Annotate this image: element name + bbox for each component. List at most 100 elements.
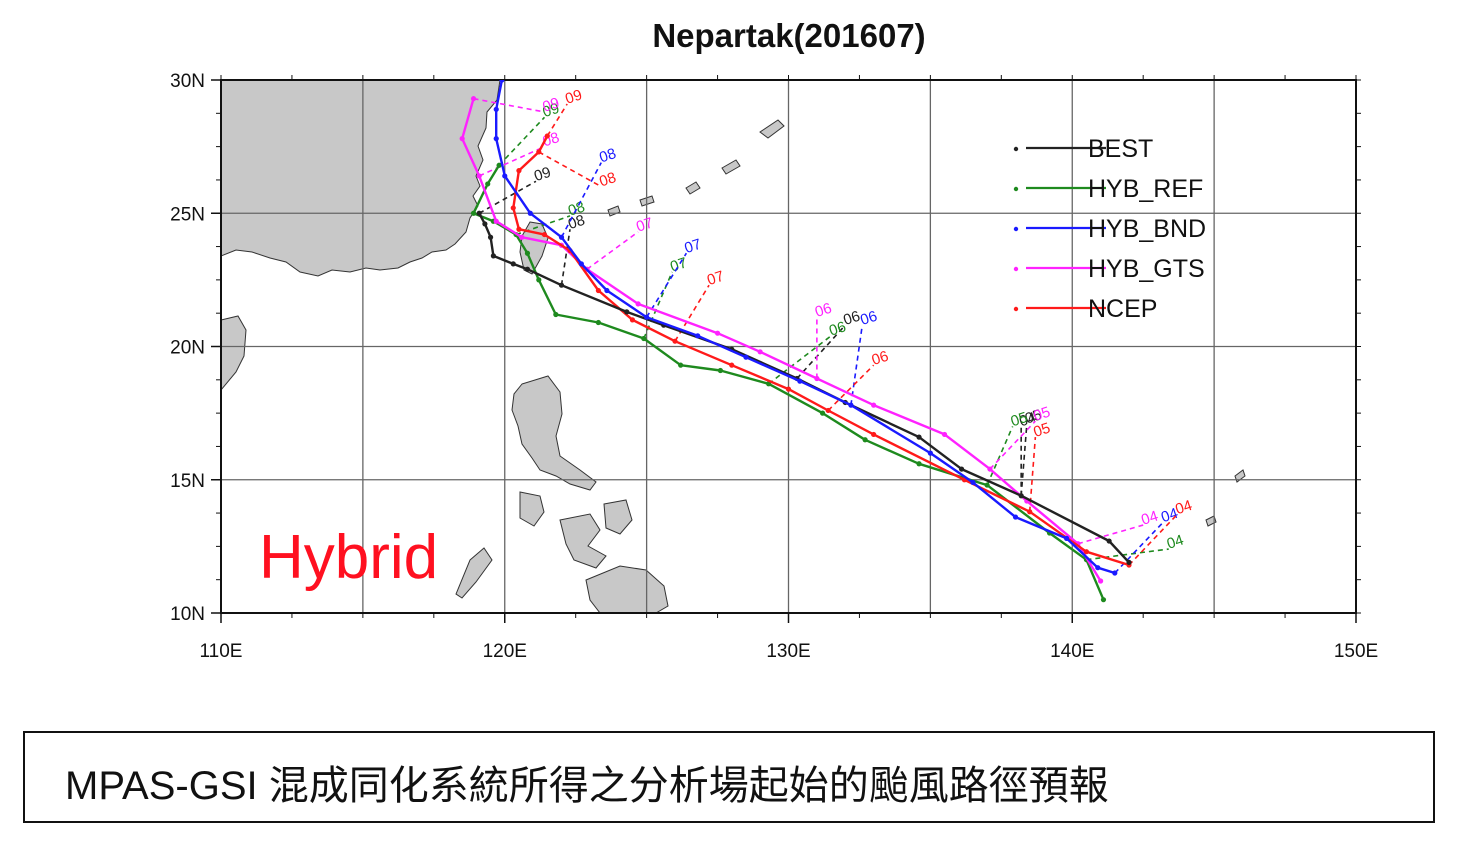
track-point	[502, 173, 508, 179]
x-tick-label: 140E	[1050, 641, 1094, 662]
legend-marker	[1013, 226, 1019, 232]
tracks	[459, 80, 1132, 603]
forecast-day-label: 04	[1017, 409, 1038, 430]
track-point	[927, 450, 933, 456]
track-point	[743, 354, 749, 360]
track-point	[871, 431, 877, 438]
track-point	[1100, 597, 1107, 603]
track-point	[958, 466, 965, 472]
track-point	[496, 162, 502, 168]
forecast-day-label: 06	[813, 300, 834, 321]
track-point	[635, 301, 641, 307]
forecast-day-label: 04	[1173, 497, 1194, 518]
track-point	[476, 173, 482, 179]
forecast-day-label: 04	[1159, 505, 1180, 526]
y-tick-label: 30N	[170, 71, 205, 92]
track-point	[1095, 565, 1101, 571]
forecast-connector	[538, 151, 602, 188]
track-point	[516, 226, 522, 232]
track-point	[785, 386, 792, 392]
track-point	[984, 482, 990, 488]
caption-text: MPAS-GSI 混成同化系統所得之分析場起始的颱風路徑預報	[65, 764, 1109, 808]
track-point	[558, 234, 565, 240]
track-point	[757, 349, 763, 355]
legend-label: HYB_BND	[1088, 215, 1206, 243]
forecast-day-label: 06	[858, 308, 879, 329]
forecast-connector	[1128, 513, 1178, 566]
forecast-connector	[827, 364, 875, 412]
track-point	[493, 106, 499, 112]
track-point	[476, 210, 482, 216]
track-point	[717, 367, 724, 374]
forecast-connector	[560, 229, 571, 286]
track-point	[519, 234, 525, 240]
forecast-day-label: 06	[870, 348, 891, 369]
axis-ticks: 110E 120E 130E 140E 150E 10N 15N 20N 25N 30N	[170, 71, 1378, 662]
forecast-connector	[850, 325, 864, 406]
forecast-connector	[473, 97, 545, 113]
legend-marker	[1013, 266, 1019, 272]
track-point	[916, 434, 922, 440]
track-point	[825, 407, 831, 414]
forecast-connector	[986, 426, 1014, 486]
forecast-day-label: 09	[532, 164, 553, 185]
x-tick-label: 150E	[1334, 641, 1378, 662]
legend-marker	[1013, 146, 1019, 152]
track-point	[1018, 493, 1024, 499]
forecast-day-label: 05	[1023, 406, 1044, 427]
track-point	[541, 231, 548, 238]
track-point	[1083, 549, 1090, 555]
track-point	[558, 282, 565, 288]
track-point	[695, 333, 701, 339]
land-mindanao	[585, 565, 669, 613]
track-point	[510, 261, 516, 267]
forecast-connector	[586, 231, 639, 270]
forecast-day-label: 09	[540, 100, 561, 121]
track-point	[1012, 514, 1019, 520]
legend-marker	[1013, 306, 1019, 312]
track-point	[470, 96, 477, 102]
land-samar	[603, 499, 633, 535]
legend-label: HYB_REF	[1088, 175, 1203, 203]
track-point	[624, 309, 630, 315]
land-china	[221, 80, 501, 277]
overlay-label: Hybrid	[259, 523, 438, 592]
track-point	[641, 335, 647, 342]
land-visayas	[559, 513, 607, 569]
track-point	[1106, 538, 1112, 544]
forecast-day-label: 07	[705, 268, 726, 289]
forecast-connector	[768, 335, 832, 385]
track-point	[970, 479, 976, 486]
forecast-day-label: 07	[634, 214, 655, 235]
track-point	[1027, 509, 1033, 515]
caption-box: MPAS-GSI 混成同化系統所得之分析場起始的颱風路徑預報	[23, 731, 1435, 823]
track-point	[916, 461, 922, 467]
track-point	[595, 287, 601, 294]
forecast-day-label: 08	[597, 145, 618, 166]
forecast-day-label: 05	[1031, 420, 1052, 441]
x-tick-label: 130E	[766, 641, 810, 662]
forecast-day-label: 07	[682, 236, 703, 257]
track-point	[941, 431, 948, 438]
track-point	[544, 133, 550, 139]
track-point	[536, 149, 542, 155]
track-point	[644, 314, 650, 320]
track-point	[485, 181, 491, 187]
track-chart: Nepartak(201607)	[170, 17, 1378, 662]
track-point	[1112, 570, 1118, 576]
y-tick-label: 20N	[170, 338, 205, 359]
x-tick-label: 110E	[200, 641, 243, 662]
forecast-day-label: 06	[827, 318, 848, 339]
legend: BEST HYB_REF HYB_BND HYB_GTS NCEP	[1013, 135, 1206, 323]
track-point	[524, 266, 531, 272]
land-palawan	[455, 547, 493, 599]
track-point	[459, 136, 465, 142]
track-point	[672, 338, 678, 344]
legend-label: BEST	[1088, 135, 1153, 163]
track-point	[578, 261, 584, 267]
track-point	[987, 466, 993, 472]
forecast-day-label: 05	[1009, 409, 1030, 430]
track-point	[487, 234, 494, 240]
track-point	[595, 319, 601, 326]
y-tick-label: 10N	[170, 604, 205, 625]
